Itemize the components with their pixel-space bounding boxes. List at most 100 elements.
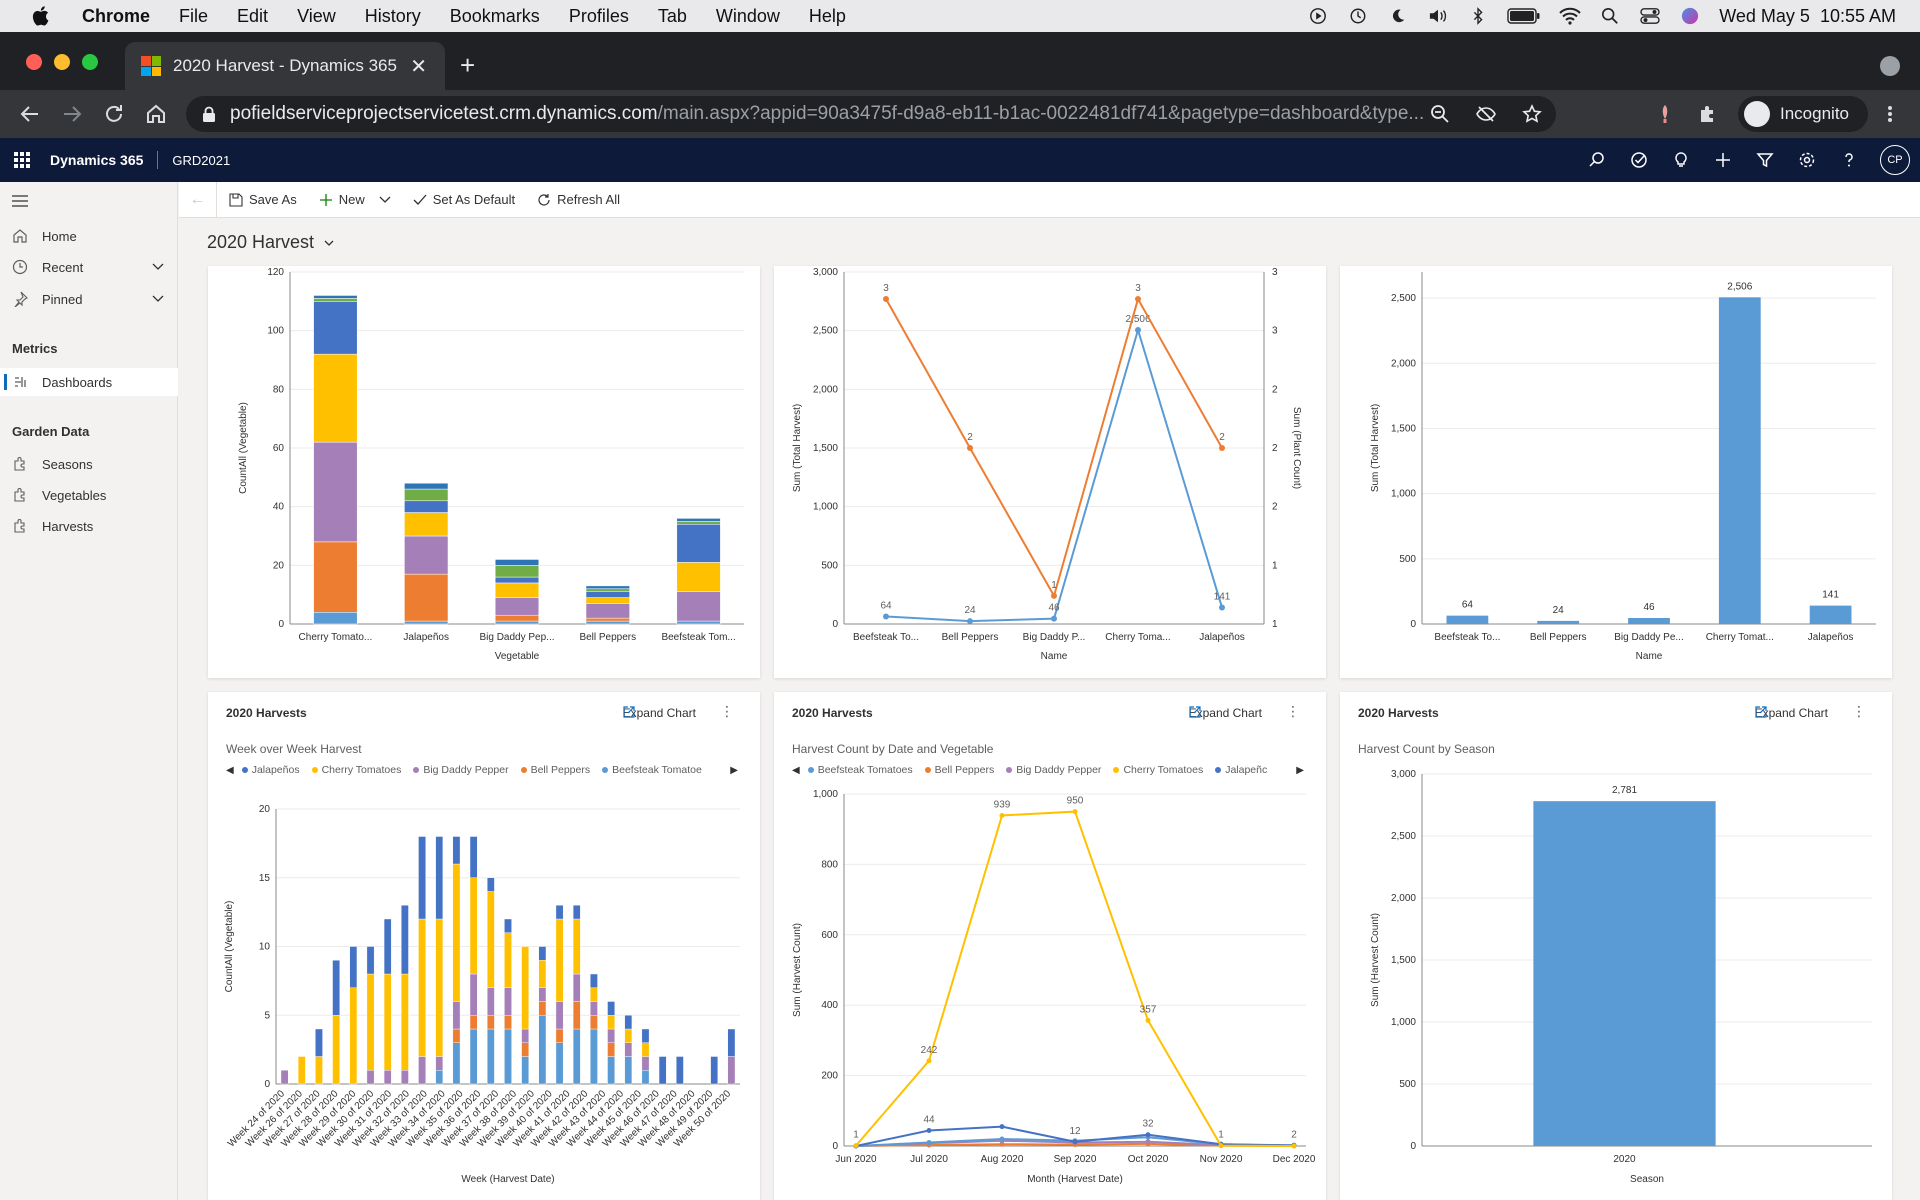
legend-item[interactable]: Cherry Tomatoes	[311, 764, 401, 776]
volume-icon[interactable]	[1427, 7, 1449, 25]
legend-item[interactable]: Beefsteak Tomatoe	[602, 764, 702, 776]
reload-icon[interactable]	[102, 102, 126, 126]
save-as-button[interactable]: Save As	[229, 192, 297, 207]
legend-item[interactable]: Cherry Tomatoes	[1113, 764, 1203, 776]
menu-window[interactable]: Window	[715, 5, 780, 26]
new-tab-plus-icon[interactable]: +	[460, 50, 476, 80]
menu-edit[interactable]: Edit	[237, 5, 269, 26]
sidebar-item-pinned[interactable]: Pinned	[0, 285, 178, 313]
extension-rocket-icon[interactable]	[1655, 104, 1675, 124]
new-label: New	[338, 192, 365, 207]
chevron-down-icon[interactable]	[152, 295, 164, 303]
expand-chart-button[interactable]: Expand Chart	[623, 706, 696, 720]
time-machine-icon[interactable]	[1347, 7, 1369, 25]
expand-chart-button[interactable]: Expand Chart	[1189, 706, 1262, 720]
legend-next-icon[interactable]: ▶	[730, 764, 738, 776]
legend-item[interactable]: Big Daddy Pepper	[413, 764, 509, 776]
task-check-icon[interactable]	[1630, 151, 1648, 169]
more-options-icon[interactable]: ⋮	[720, 703, 734, 719]
app-launcher-icon[interactable]	[14, 152, 30, 168]
menubar-clock[interactable]: Wed May 5 10:55 AM	[1719, 5, 1896, 26]
lightbulb-icon[interactable]	[1672, 151, 1690, 169]
menu-app-name[interactable]: Chrome	[82, 5, 151, 26]
help-question-icon[interactable]	[1840, 151, 1858, 169]
bar	[1809, 605, 1852, 624]
chevron-down-icon[interactable]	[379, 196, 391, 204]
chrome-menu-icon[interactable]	[1884, 104, 1896, 124]
sidebar-item-recent[interactable]: Recent	[0, 253, 178, 281]
zoom-icon[interactable]	[1430, 104, 1450, 124]
extensions-puzzle-icon[interactable]	[1698, 104, 1718, 124]
menu-profiles[interactable]: Profiles	[568, 5, 629, 26]
lock-icon[interactable]	[202, 106, 216, 122]
back-arrow-icon[interactable]: ←	[179, 181, 217, 218]
legend-next-icon[interactable]: ▶	[1296, 764, 1304, 776]
dashboard-selector[interactable]: 2020 Harvest	[207, 232, 334, 253]
sidebar-item-harvests[interactable]: Harvests	[0, 512, 178, 540]
hamburger-menu-icon[interactable]	[12, 195, 28, 207]
y-tick-label: 500	[1399, 1079, 1416, 1090]
browser-tab[interactable]: 2020 Harvest - Dynamics 365 ✕	[125, 42, 445, 90]
user-avatar[interactable]: CP	[1880, 145, 1910, 175]
brand-name[interactable]: Dynamics 365	[50, 152, 144, 168]
expand-chart-button[interactable]: Expand Chart	[1755, 706, 1828, 720]
eye-off-icon[interactable]	[1476, 104, 1496, 124]
search-icon[interactable]	[1588, 151, 1606, 169]
bar-segment	[401, 905, 409, 975]
legend-item[interactable]: Beefsteak Tomatoes	[807, 764, 913, 776]
bar-segment	[590, 973, 598, 988]
apple-icon[interactable]	[30, 5, 52, 27]
address-bar[interactable]: pofieldserviceprojectservicetest.crm.dyn…	[186, 96, 1556, 132]
play-circle-icon[interactable]	[1307, 7, 1329, 25]
siri-icon[interactable]	[1679, 7, 1701, 25]
control-center-icon[interactable]	[1639, 7, 1661, 25]
bar-segment	[469, 877, 478, 975]
close-window-button[interactable]	[26, 54, 42, 70]
sidebar-item-seasons[interactable]: Seasons	[0, 450, 178, 478]
legend-prev-icon[interactable]: ◀	[226, 764, 234, 776]
zoom-window-button[interactable]	[82, 54, 98, 70]
y-tick-label: 1,000	[1391, 489, 1416, 500]
back-arrow-icon[interactable]	[18, 102, 42, 126]
chevron-down-icon[interactable]	[152, 263, 164, 271]
more-options-icon[interactable]: ⋮	[1286, 703, 1300, 719]
forward-arrow-icon[interactable]	[60, 102, 84, 126]
card-header: 2020 Harvests	[1358, 706, 1439, 720]
legend-item[interactable]: Jalapeñc	[1215, 764, 1267, 776]
wifi-icon[interactable]	[1559, 7, 1581, 25]
app-name[interactable]: GRD2021	[172, 152, 231, 168]
sidebar-item-home[interactable]: Home	[0, 222, 178, 250]
legend-item[interactable]: Bell Peppers	[520, 764, 590, 776]
menu-bookmarks[interactable]: Bookmarks	[449, 5, 540, 26]
menu-history[interactable]: History	[364, 5, 421, 26]
legend-prev-icon[interactable]: ◀	[792, 764, 800, 776]
menu-file[interactable]: File	[179, 5, 209, 26]
x-axis-title: Name	[1636, 651, 1663, 662]
bar-segment	[676, 521, 721, 525]
legend-item[interactable]: Jalapeños	[241, 764, 300, 776]
sidebar-item-dashboards[interactable]: Dashboards	[0, 368, 178, 396]
legend-item[interactable]: Bell Peppers	[924, 764, 994, 776]
filter-icon[interactable]	[1756, 151, 1774, 169]
legend-item[interactable]: Big Daddy Pepper	[1006, 764, 1101, 776]
minimize-window-button[interactable]	[54, 54, 70, 70]
incognito-profile-button[interactable]: Incognito	[1738, 96, 1868, 132]
bluetooth-icon[interactable]	[1467, 7, 1489, 25]
bookmark-star-icon[interactable]	[1522, 104, 1542, 124]
menu-help[interactable]: Help	[808, 5, 846, 26]
spotlight-search-icon[interactable]	[1599, 7, 1621, 25]
more-options-icon[interactable]: ⋮	[1852, 703, 1866, 719]
plus-icon[interactable]	[1714, 151, 1732, 169]
moon-icon[interactable]	[1387, 7, 1409, 25]
menu-tab[interactable]: Tab	[657, 5, 687, 26]
set-as-default-button[interactable]: Set As Default	[413, 192, 515, 207]
tab-search-icon[interactable]	[1880, 56, 1900, 76]
new-button[interactable]: New	[319, 192, 391, 207]
menu-view[interactable]: View	[297, 5, 336, 26]
tab-close-icon[interactable]: ✕	[410, 55, 427, 78]
home-icon[interactable]	[144, 102, 168, 126]
refresh-all-button[interactable]: Refresh All	[537, 192, 620, 207]
settings-gear-icon[interactable]	[1798, 151, 1816, 169]
battery-icon[interactable]	[1507, 7, 1541, 25]
sidebar-item-vegetables[interactable]: Vegetables	[0, 481, 178, 509]
